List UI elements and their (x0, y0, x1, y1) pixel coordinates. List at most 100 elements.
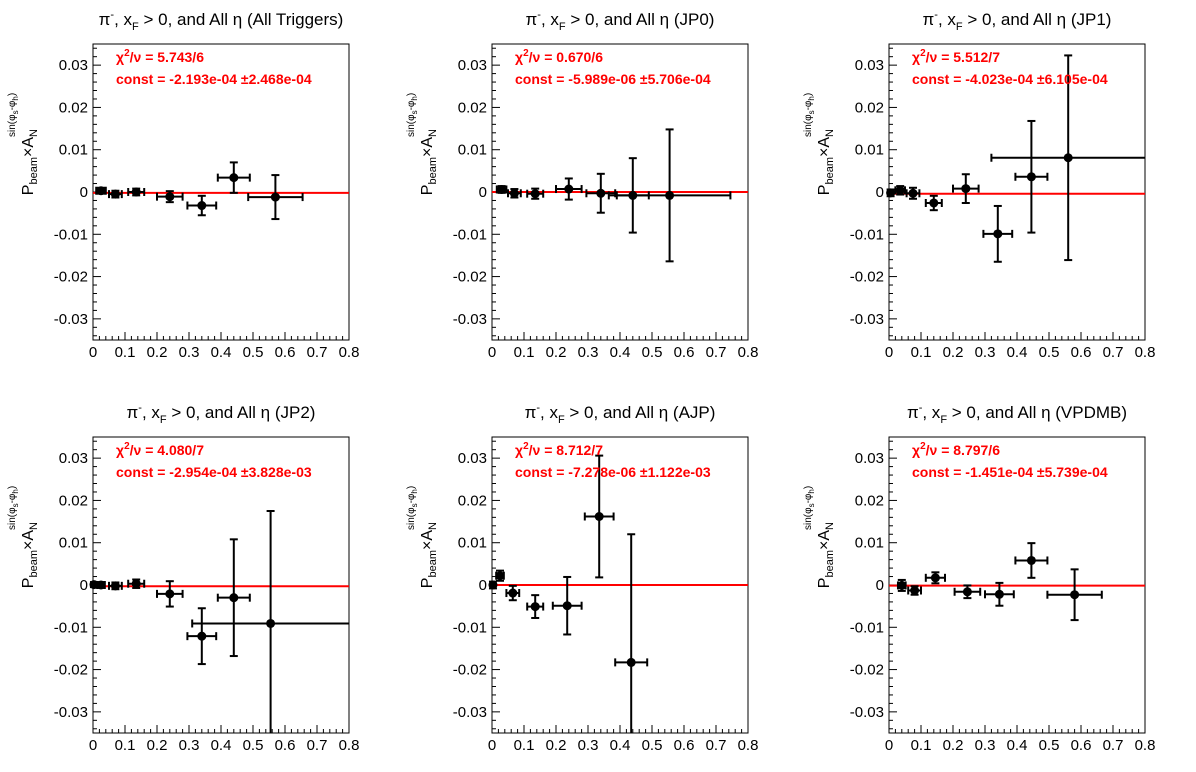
y-tick-label: 0.01 (59, 142, 88, 159)
data-point (614, 533, 649, 733)
point-marker (497, 184, 507, 194)
y-tick-label: -0.01 (453, 226, 487, 243)
x-tick-label: 0.7 (1103, 737, 1124, 754)
data-point (191, 510, 349, 733)
data-point (507, 188, 522, 199)
data-point (953, 584, 982, 600)
point-marker (897, 580, 907, 590)
y-tick-label: 0 (876, 184, 884, 201)
point-marker (96, 580, 106, 590)
data-point (216, 161, 251, 194)
point-marker (110, 581, 120, 591)
point-marker (1026, 555, 1036, 565)
const-stat: const = -2.954e-04 ±3.828e-03 (116, 464, 312, 480)
chart-title: π-, xF > 0, and All η (JP2) (127, 402, 316, 426)
chi2-stat: χ2/ν = 5.512/7 (912, 48, 1000, 65)
x-tick-label: 0 (885, 344, 893, 361)
data-point (495, 569, 505, 582)
x-tick-label: 0.4 (211, 737, 232, 754)
const-stat: const = -1.451e-04 ±5.739e-04 (912, 464, 1108, 480)
point-marker (1026, 172, 1036, 182)
y-tick-label: -0.01 (850, 619, 884, 636)
chi2-stat: χ2/ν = 0.670/6 (515, 48, 603, 65)
y-tick-label: -0.03 (453, 704, 487, 721)
data-point (551, 575, 583, 636)
x-tick-label: 0.2 (546, 344, 567, 361)
data-point (886, 188, 896, 198)
data-point (186, 607, 218, 666)
x-tick-label: 0.1 (911, 737, 932, 754)
chi2-stat: χ2/ν = 8.712/7 (515, 441, 603, 458)
point-marker (564, 184, 574, 194)
data-point (990, 54, 1145, 262)
const-stat: const = -4.023e-04 ±6.105e-04 (912, 71, 1108, 87)
point-marker (229, 593, 239, 603)
y-tick-label: 0.02 (59, 99, 88, 116)
point-marker (886, 188, 896, 198)
x-tick-label: 0.5 (642, 737, 663, 754)
x-tick-label: 0.4 (610, 737, 631, 754)
y-axis-label: Pbeam×ANsin(φs-φh) (406, 486, 439, 588)
chart-panel-1: π-, xF > 0, and All η (All Triggers) -0.0… (7, 9, 359, 361)
x-tick-label: 0.2 (147, 344, 168, 361)
x-tick-label: 0.3 (975, 344, 996, 361)
point-marker (562, 601, 572, 611)
data-point (156, 580, 184, 608)
x-tick-label: 0.6 (275, 737, 296, 754)
point-marker (197, 201, 207, 211)
x-tick-label: 0.3 (179, 737, 200, 754)
y-tick-label: 0.01 (855, 535, 884, 552)
chart-title: π-, xF > 0, and All η (AJP) (525, 402, 716, 426)
x-tick-label: 0.3 (179, 344, 200, 361)
chi2-stat: χ2/ν = 8.797/6 (912, 441, 1000, 458)
x-tick-label: 0 (89, 737, 97, 754)
point-marker (266, 618, 276, 628)
x-tick-label: 0.2 (147, 737, 168, 754)
data-point (984, 581, 1015, 607)
x-tick-label: 0.7 (706, 344, 727, 361)
data-point (247, 174, 304, 221)
y-tick-label: 0 (479, 184, 487, 201)
y-tick-label: 0.02 (458, 492, 487, 509)
data-point (585, 172, 617, 214)
point-marker (96, 186, 106, 196)
x-tick-label: 0.1 (911, 344, 932, 361)
y-tick-label: 0 (80, 577, 88, 594)
data-point (924, 194, 943, 212)
x-tick-label: 0.1 (115, 344, 136, 361)
point-marker (270, 192, 280, 202)
point-marker (530, 189, 540, 199)
y-tick-label: -0.02 (850, 269, 884, 286)
data-point (952, 173, 980, 204)
x-tick-label: 0.5 (642, 344, 663, 361)
chart-panel-4: π-, xF > 0, and All η (JP2) -0.03 -0.02 -0.… (7, 402, 359, 754)
point-marker (229, 173, 239, 183)
y-axis-label: Pbeam×ANsin(φs-φh) (7, 486, 40, 588)
data-point (907, 585, 922, 596)
data-point (495, 184, 508, 194)
x-tick-label: 0.3 (578, 737, 599, 754)
data-point (96, 580, 106, 590)
data-point (216, 538, 251, 658)
data-point (1014, 542, 1049, 579)
y-tick-label: -0.02 (54, 662, 88, 679)
x-tick-label: 0.1 (514, 344, 535, 361)
y-tick-label: -0.03 (850, 311, 884, 328)
y-axis-label: Pbeam×ANsin(φs-φh) (803, 486, 836, 588)
data-point (607, 128, 732, 263)
point-marker (509, 188, 519, 198)
point-marker (197, 631, 207, 641)
y-tick-label: -0.02 (453, 269, 487, 286)
chart-title: π-, xF > 0, and All η (All Triggers) (99, 9, 344, 33)
point-marker (929, 198, 939, 208)
x-tick-label: 0.5 (243, 344, 264, 361)
x-tick-label: 0.6 (674, 737, 695, 754)
y-tick-label: -0.03 (54, 311, 88, 328)
y-tick-label: -0.03 (54, 704, 88, 721)
y-tick-label: -0.03 (850, 704, 884, 721)
x-tick-label: 0.4 (1007, 737, 1028, 754)
x-tick-label: 0.2 (943, 737, 964, 754)
x-tick-label: 0 (488, 344, 496, 361)
chart-panel-2: π-, xF > 0, and All η (JP0) -0.03 -0.02 -0.… (406, 9, 758, 361)
